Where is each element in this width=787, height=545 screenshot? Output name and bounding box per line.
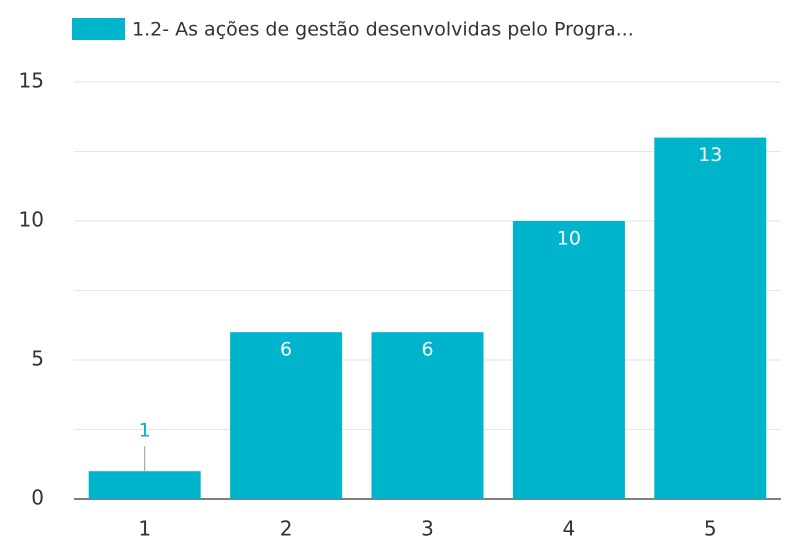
- x-tick-label: 5: [704, 517, 717, 541]
- data-label: 6: [280, 339, 292, 361]
- bar: [371, 332, 484, 499]
- data-label: 13: [698, 144, 722, 166]
- x-tick-label: 2: [280, 517, 293, 541]
- data-label: 6: [421, 339, 433, 361]
- bar: [512, 221, 625, 499]
- x-tick-label: 4: [563, 517, 576, 541]
- x-tick-label: 1: [138, 517, 151, 541]
- bar: [230, 332, 343, 499]
- legend-swatch: [72, 18, 125, 40]
- bar: [88, 471, 201, 499]
- bar: [654, 137, 767, 499]
- x-tick-label: 3: [421, 517, 434, 541]
- y-tick-label: 0: [31, 486, 44, 510]
- y-tick-label: 15: [19, 69, 44, 93]
- y-tick-label: 5: [31, 347, 44, 371]
- data-label: 10: [557, 228, 581, 250]
- legend-label: 1.2- As ações de gestão desenvolvidas pe…: [132, 19, 634, 41]
- data-label: 1: [139, 420, 151, 442]
- y-tick-label: 10: [19, 208, 44, 232]
